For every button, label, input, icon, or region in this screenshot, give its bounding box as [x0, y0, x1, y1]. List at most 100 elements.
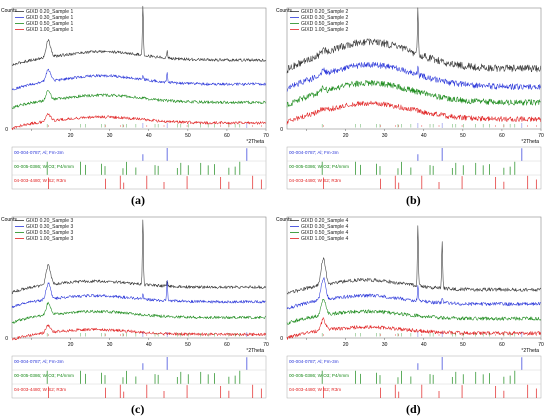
legend-entry: GIXD 1.00_Sample 2 [301, 27, 348, 33]
legend-entry: GIXD 0.30_Sample 3 [26, 224, 73, 230]
xrd-chart-svg: Counts 0 20 30 40 50 60 70°2Theta GIXD 0.20_Samp… [1, 5, 269, 190]
x-tick-label: 70 [538, 133, 544, 139]
legend-entry: GIXD 1.00_Sample 4 [301, 236, 348, 242]
xrd-panel-3: Counts 0 20 30 40 50 60 70 °2Theta GIXD 0.20_Samp… [0, 209, 275, 417]
series-line [286, 7, 541, 74]
x-tick-label: 70 [538, 342, 544, 348]
legend-entry: GIXD 0.20_Sample 4 [301, 218, 348, 224]
plot-frame [11, 216, 267, 339]
x-tick-label: 30 [107, 342, 113, 348]
series-line [286, 225, 541, 295]
x-axis-label: °2Theta [246, 139, 264, 145]
xrd-panel-4: Counts 0 20 30 40 50 60 70 °2Theta GIXD 0.20_Samp… [275, 209, 550, 417]
series-line [11, 324, 266, 341]
x-axis-label: °2Theta [521, 139, 539, 145]
x-tick-label: 70 [263, 342, 269, 348]
x-tick-label: 50 [460, 342, 466, 348]
reference-strip-frame [11, 355, 267, 399]
series-line [11, 90, 266, 109]
series-line [286, 61, 541, 92]
x-tick-label: 30 [107, 133, 113, 139]
y-axis-label: Counts [1, 8, 17, 14]
y-axis-label: Counts [276, 8, 292, 14]
reference-strip-frame [11, 146, 267, 190]
xrd-panel-1: Counts 0 20 30 40 50 60 70 °2Theta GIXD 0.20_Samp… [0, 0, 275, 208]
x-tick-label: 60 [499, 133, 505, 139]
series-line [286, 79, 541, 108]
x-axis-label: °2Theta [521, 348, 539, 354]
reference-pattern-label: 00-004-0787; Al; Fm-3m [14, 150, 64, 155]
x-axis-label: °2Theta [246, 348, 264, 354]
y-axis-label: Counts [1, 217, 17, 223]
legend-entry: GIXD 0.20_Sample 2 [301, 9, 348, 15]
y-tick-label: 0 [280, 127, 283, 133]
series-line [11, 68, 266, 91]
subfigure-label: (a) [131, 193, 145, 207]
x-tick-label: 30 [382, 342, 388, 348]
reference-pattern-label: 00-005-0386; W O3; P4/nmm [14, 373, 74, 378]
legend-entry: GIXD 1.00_Sample 1 [26, 27, 73, 33]
x-tick-label: 30 [382, 133, 388, 139]
subfigure-label: (c) [131, 402, 145, 416]
series-line [11, 301, 266, 324]
reference-pattern-label: 04-003-4480; W S2; R3m [14, 178, 66, 183]
subfigure-label: (d) [406, 402, 421, 416]
series-line [286, 277, 541, 310]
reference-pattern-label: 00-004-0787; Al; Fm-3m [289, 150, 339, 155]
x-tick-label: 20 [68, 342, 74, 348]
x-tick-label: 60 [499, 342, 505, 348]
y-axis-label: Counts [276, 217, 292, 223]
x-tick-label: 20 [68, 133, 74, 139]
series-line [286, 100, 541, 125]
xrd-panel-2: Counts 0 20 30 40 50 60 70 °2Theta GIXD 0.20_Samp… [275, 0, 550, 208]
series-line [11, 219, 266, 295]
xrd-chart-svg: Counts 0 20 30 40 50 60 70°2Theta GIXD 0.20_Samp… [1, 216, 269, 399]
y-tick-label: 0 [5, 127, 8, 133]
x-tick-label: 50 [185, 342, 191, 348]
legend-entry: GIXD 0.30_Sample 2 [301, 15, 348, 21]
y-tick-label: 0 [5, 336, 8, 342]
x-tick-label: 40 [146, 342, 152, 348]
legend-entry: GIXD 1.00_Sample 3 [26, 236, 73, 242]
legend-entry: GIXD 0.20_Sample 3 [26, 218, 73, 224]
reference-pattern-label: 00-004-0787; Al; Fm-3m [14, 359, 64, 364]
x-tick-label: 50 [185, 133, 191, 139]
series-line [11, 113, 266, 131]
reference-pattern-label: 00-004-0787; Al; Fm-3m [289, 359, 339, 364]
x-tick-label: 60 [224, 133, 230, 139]
reference-pattern-label: 04-003-4480; W S2; R3m [289, 387, 341, 392]
series-line [11, 280, 266, 309]
x-tick-label: 60 [224, 342, 230, 348]
reference-pattern-label: 00-005-0386; W O3; P4/nmm [289, 373, 349, 378]
reference-pattern-label: 00-005-0386; W O3; P4/nmm [14, 164, 74, 169]
plot-frame [286, 216, 542, 339]
legend-entry: GIXD 0.50_Sample 3 [26, 230, 73, 236]
xrd-chart-svg: Counts 0 20 30 40 50 60 70°2Theta GIXD 0.20_Samp… [276, 7, 544, 190]
legend-entry: GIXD 0.50_Sample 1 [26, 21, 73, 27]
y-tick-label: 0 [280, 336, 283, 342]
plot-frame [11, 7, 267, 130]
x-tick-label: 40 [146, 133, 152, 139]
reference-pattern-label: 04-003-4480; W S2; R3m [14, 387, 66, 392]
series-line [11, 5, 266, 66]
reference-strip-frame [286, 355, 542, 399]
legend-entry: GIXD 0.50_Sample 4 [301, 230, 348, 236]
legend-entry: GIXD 0.30_Sample 4 [301, 224, 348, 230]
plot-frame [286, 7, 542, 130]
subfigure-label: (b) [406, 193, 421, 207]
series-line [286, 299, 541, 325]
x-tick-label: 40 [421, 133, 427, 139]
series-line [286, 317, 541, 340]
x-tick-label: 40 [421, 342, 427, 348]
x-tick-label: 20 [343, 342, 349, 348]
reference-pattern-label: 04-003-4480; W S2; R3m [289, 178, 341, 183]
legend-entry: GIXD 0.50_Sample 2 [301, 21, 348, 27]
reference-strip-frame [286, 146, 542, 190]
legend-entry: GIXD 0.30_Sample 1 [26, 15, 73, 21]
x-tick-label: 50 [460, 133, 466, 139]
x-tick-label: 70 [263, 133, 269, 139]
legend-entry: GIXD 0.20_Sample 1 [26, 9, 73, 15]
